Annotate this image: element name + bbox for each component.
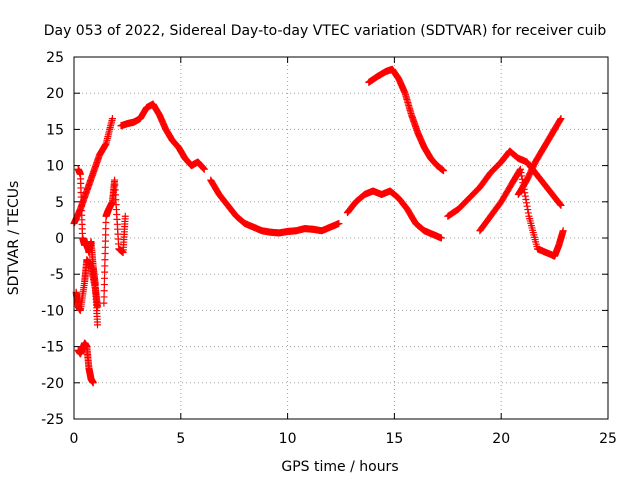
x-tick-label: 25 <box>599 431 617 447</box>
data-point <box>517 169 525 177</box>
data-point <box>100 287 108 295</box>
data-point <box>93 321 101 329</box>
data-points <box>70 65 567 387</box>
y-tick-label: 0 <box>55 231 64 247</box>
data-point <box>437 234 445 242</box>
data-point <box>557 115 565 123</box>
x-tick-label: 10 <box>279 431 297 447</box>
data-point <box>557 201 565 209</box>
x-tick-label: 5 <box>176 431 185 447</box>
y-tick-label: -20 <box>41 376 64 392</box>
y-tick-labels: -25 -20 -15 -10 -5 0 5 10 15 20 25 <box>41 50 64 428</box>
data-point <box>100 299 108 307</box>
series-late-oscillation <box>476 165 567 260</box>
data-point <box>518 172 526 180</box>
data-point <box>200 165 208 173</box>
data-point <box>101 250 109 258</box>
data-point <box>100 293 108 301</box>
y-tick-label: 25 <box>46 50 64 66</box>
x-tick-labels: 0 5 10 15 20 25 <box>70 431 617 447</box>
plot-frame <box>73 56 609 420</box>
data-point <box>101 268 109 276</box>
data-point <box>335 220 343 228</box>
data-point <box>523 202 531 210</box>
data-point <box>101 256 109 264</box>
x-tick-label: 0 <box>70 431 79 447</box>
series-early-scatter-c <box>74 165 101 329</box>
data-point <box>522 195 530 203</box>
data-point <box>524 209 532 217</box>
series-morning-peak <box>117 100 208 173</box>
data-point <box>524 206 532 214</box>
chart-title: Day 053 of 2022, Sidereal Day-to-day VTE… <box>44 23 607 39</box>
x-tick-label: 20 <box>492 431 510 447</box>
series-early-scatter-b <box>74 339 97 387</box>
data-point <box>102 231 110 239</box>
series-early-scatter-d <box>100 176 129 307</box>
data-point <box>559 227 567 235</box>
axis-ticks <box>73 56 609 420</box>
y-tick-label: -15 <box>41 340 64 356</box>
series-midday-trough <box>207 176 343 237</box>
data-point <box>108 115 116 123</box>
x-axis-label: GPS time / hours <box>281 459 398 475</box>
y-tick-label: -10 <box>41 303 64 319</box>
data-point <box>440 167 448 175</box>
y-axis-label: SDTVAR / TECUs <box>6 181 22 296</box>
grid <box>74 57 608 419</box>
y-tick-label: 5 <box>55 195 64 211</box>
y-tick-label: 10 <box>46 159 64 175</box>
x-tick-label: 15 <box>385 431 403 447</box>
data-point <box>121 212 129 220</box>
data-point <box>516 165 524 173</box>
y-tick-label: 20 <box>46 86 64 102</box>
series-afternoon-bump <box>343 187 445 242</box>
data-point <box>556 201 564 209</box>
data-point <box>556 116 564 124</box>
series-early-rise <box>70 115 116 228</box>
y-tick-label: -5 <box>50 267 64 283</box>
series-evening-arc <box>365 65 448 175</box>
y-tick-label: 15 <box>46 122 64 138</box>
series-late-branch <box>514 115 565 199</box>
data-point <box>102 225 110 233</box>
data-point <box>101 237 109 245</box>
y-tick-label: -25 <box>41 412 64 428</box>
data-point <box>101 274 109 282</box>
data-point <box>521 192 529 200</box>
data-point <box>101 243 109 251</box>
data-point <box>556 200 564 208</box>
data-point <box>102 218 110 226</box>
data-point <box>523 199 531 207</box>
data-point <box>89 379 97 387</box>
series-late-rise <box>444 147 565 220</box>
data-point <box>100 281 108 289</box>
data-point <box>101 262 109 270</box>
